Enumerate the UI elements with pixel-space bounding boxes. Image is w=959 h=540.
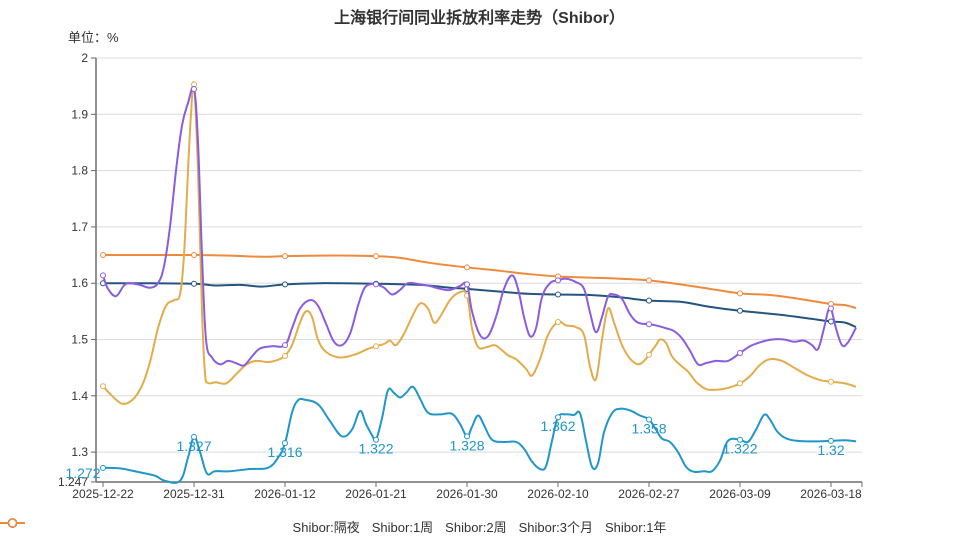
y-tick-label: 1.4 — [71, 389, 88, 403]
data-point-marker[interactable] — [191, 85, 197, 92]
data-point-marker[interactable] — [646, 297, 652, 304]
y-tick-label: 1.7 — [71, 220, 88, 234]
data-point-marker[interactable] — [555, 277, 561, 284]
data-point-marker[interactable] — [555, 291, 561, 298]
legend-line-marker-icon — [0, 518, 25, 528]
y-tick-label: 2 — [81, 51, 88, 65]
data-label: 1.272 — [65, 465, 100, 481]
chart-title: 上海银行间同业拆放利率走势（Shibor） — [334, 10, 625, 27]
unit-label: 单位：% — [68, 30, 119, 45]
data-point-marker[interactable] — [282, 281, 288, 288]
data-point-marker[interactable] — [464, 281, 470, 288]
data-point-marker[interactable] — [373, 436, 379, 443]
legend-item[interactable]: Shibor:1周 — [0, 517, 434, 536]
data-point-marker[interactable] — [373, 343, 379, 350]
legend-item[interactable]: Shibor:2周 — [0, 517, 507, 536]
data-point-marker[interactable] — [464, 433, 470, 440]
data-point-marker[interactable] — [828, 378, 834, 385]
data-point-marker[interactable] — [282, 352, 288, 359]
data-point-marker[interactable] — [373, 281, 379, 288]
x-tick-label: 2026-03-09 — [709, 487, 771, 501]
data-point-marker[interactable] — [100, 383, 106, 390]
legend-item[interactable]: Shibor:3个月 — [0, 517, 594, 536]
data-label: 1.322 — [358, 441, 393, 457]
data-point-marker[interactable] — [555, 414, 561, 421]
data-point-marker[interactable] — [373, 253, 379, 260]
data-point-marker[interactable] — [464, 264, 470, 271]
legend-item[interactable]: Shibor:1年 — [0, 517, 667, 536]
data-point-marker[interactable] — [646, 351, 652, 358]
chart-legend: Shibor:隔夜 Shibor:1周 Shibor:2周 Shibor:3个月 Shi… — [0, 517, 959, 536]
data-point-marker[interactable] — [828, 305, 834, 312]
y-tick-label: 1.6 — [71, 276, 88, 290]
series-0 — [100, 385, 857, 484]
data-point-marker[interactable] — [191, 280, 197, 287]
series-4 — [100, 252, 857, 309]
data-point-marker[interactable] — [737, 307, 743, 314]
series-line — [102, 282, 857, 329]
y-tick-label: 1.8 — [71, 164, 88, 178]
y-tick-label: 1.3 — [71, 445, 88, 459]
data-label: 1.358 — [631, 420, 666, 436]
x-tick-label: 2026-01-12 — [254, 487, 316, 501]
data-point-marker[interactable] — [737, 380, 743, 387]
x-tick-label: 2026-02-27 — [618, 487, 680, 501]
series-line — [102, 86, 857, 367]
data-point-marker[interactable] — [100, 272, 106, 279]
data-point-marker[interactable] — [646, 277, 652, 284]
data-point-marker[interactable] — [828, 437, 834, 444]
x-tick-label: 2026-01-21 — [345, 487, 407, 501]
legend-label: Shibor:1周 — [371, 520, 434, 535]
data-label: 1.32 — [817, 442, 844, 458]
data-point-marker[interactable] — [828, 318, 834, 325]
x-tick-label: 2025-12-31 — [163, 487, 225, 501]
y-tick-label: 1.5 — [71, 333, 88, 347]
data-label: 1.328 — [449, 437, 484, 453]
data-point-marker[interactable] — [282, 342, 288, 349]
legend-label: Shibor:2周 — [445, 520, 507, 535]
x-tick-label: 2026-02-10 — [527, 487, 589, 501]
legend-label: Shibor:1年 — [605, 520, 667, 535]
x-tick-label: 2026-01-30 — [436, 487, 498, 501]
series-line — [103, 254, 857, 309]
y-tick-label: 1.9 — [71, 107, 88, 121]
series-2 — [100, 85, 857, 367]
legend-item[interactable]: Shibor:隔夜 — [0, 517, 360, 536]
data-label: 1.322 — [722, 441, 757, 457]
data-point-marker[interactable] — [100, 252, 106, 259]
x-tick-label: 2025-12-22 — [72, 487, 134, 501]
data-point-marker[interactable] — [646, 321, 652, 328]
data-point-marker[interactable] — [737, 290, 743, 297]
legend-label: Shibor:3个月 — [518, 520, 594, 535]
series-line — [102, 385, 857, 484]
data-point-marker[interactable] — [737, 350, 743, 357]
data-label: 1.316 — [267, 444, 302, 460]
legend-label: Shibor:隔夜 — [292, 520, 360, 535]
series-1 — [100, 81, 857, 405]
data-point-marker[interactable] — [737, 436, 743, 443]
data-point-marker[interactable] — [191, 252, 197, 259]
series-line — [102, 81, 857, 405]
data-point-marker[interactable] — [282, 253, 288, 260]
data-point-marker[interactable] — [191, 433, 197, 440]
data-point-marker[interactable] — [282, 440, 288, 447]
data-label: 1.362 — [540, 418, 575, 434]
data-point-marker[interactable] — [646, 416, 652, 423]
data-label: 1.327 — [176, 438, 211, 454]
x-tick-label: 2026-03-18 — [800, 487, 862, 501]
data-point-marker[interactable] — [100, 464, 106, 471]
series-3 — [100, 280, 857, 329]
y-tick-label: 1.247 — [58, 475, 88, 489]
data-point-marker[interactable] — [555, 319, 561, 326]
line-chart: 1.247 1.3 1.4 1.5 1.6 1.7 1.8 1.9 2 2025-12-22 202… — [58, 51, 863, 501]
